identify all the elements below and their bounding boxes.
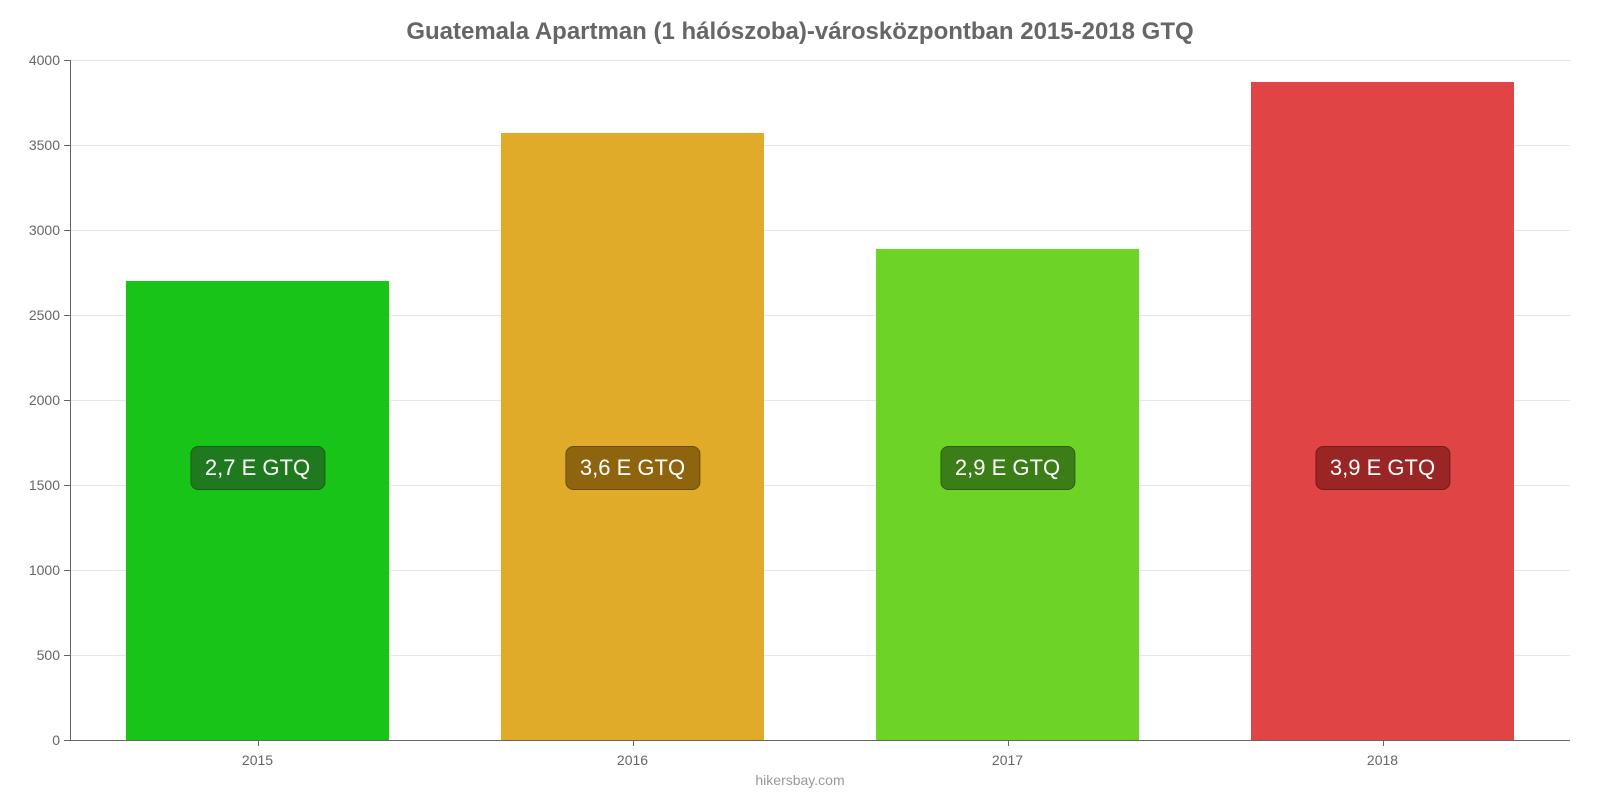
y-tick-label: 2500 [10,307,60,323]
chart-title: Guatemala Apartman (1 hálószoba)-városkö… [0,0,1600,46]
x-axis-tick [258,740,259,746]
gridline [70,60,1570,61]
x-axis-tick [633,740,634,746]
bar-data-label: 2,9 E GTQ [940,446,1075,490]
plot-area: 0500100015002000250030003500400020152,7 … [70,60,1570,740]
x-axis-line [70,740,1570,741]
bar [501,133,764,740]
y-tick-label: 4000 [10,52,60,68]
bar [1251,82,1514,740]
bar-data-label: 3,6 E GTQ [565,446,700,490]
y-tick-label: 1000 [10,562,60,578]
y-tick-label: 500 [10,647,60,663]
bar-data-label: 2,7 E GTQ [190,446,325,490]
x-tick-label: 2015 [242,752,273,768]
y-axis-line [70,60,71,740]
x-axis-tick [1383,740,1384,746]
x-tick-label: 2016 [617,752,648,768]
bar [126,281,389,740]
x-axis-tick [1008,740,1009,746]
x-tick-label: 2018 [1367,752,1398,768]
bar-data-label: 3,9 E GTQ [1315,446,1450,490]
x-tick-label: 2017 [992,752,1023,768]
y-tick-label: 2000 [10,392,60,408]
bar [876,249,1139,740]
y-tick-label: 1500 [10,477,60,493]
bar-chart: Guatemala Apartman (1 hálószoba)-városkö… [0,0,1600,800]
credit-text: hikersbay.com [755,772,844,788]
y-tick-label: 3000 [10,222,60,238]
y-tick-label: 3500 [10,137,60,153]
y-tick-label: 0 [10,732,60,748]
